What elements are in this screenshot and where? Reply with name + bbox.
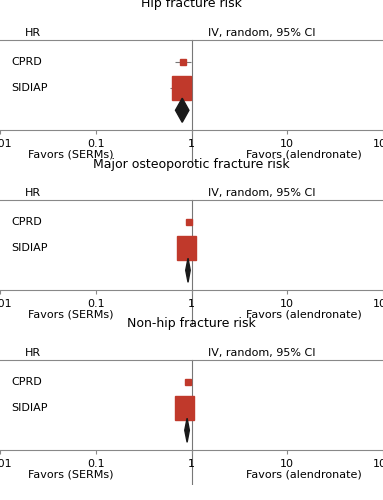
Text: HR: HR xyxy=(25,348,41,358)
Text: Hip fracture risk: Hip fracture risk xyxy=(141,0,242,10)
Polygon shape xyxy=(185,418,189,442)
Text: IV, random, 95% CI: IV, random, 95% CI xyxy=(208,28,316,38)
Text: HR: HR xyxy=(25,28,41,38)
Bar xyxy=(175,396,194,420)
Text: Favors (alendronate): Favors (alendronate) xyxy=(246,310,362,320)
Bar xyxy=(172,76,191,100)
Text: CPRD: CPRD xyxy=(11,377,42,387)
Text: Favors (alendronate): Favors (alendronate) xyxy=(246,150,362,160)
Polygon shape xyxy=(175,98,189,122)
Text: Favors (alendronate): Favors (alendronate) xyxy=(246,470,362,480)
Text: IV, random, 95% CI: IV, random, 95% CI xyxy=(208,188,316,198)
Text: CPRD: CPRD xyxy=(11,57,42,67)
Text: HR: HR xyxy=(25,188,41,198)
Text: Non-hip fracture risk: Non-hip fracture risk xyxy=(127,318,256,330)
Text: IV, random, 95% CI: IV, random, 95% CI xyxy=(208,348,316,358)
Text: Favors (SERMs): Favors (SERMs) xyxy=(28,470,114,480)
Text: SIDIAP: SIDIAP xyxy=(11,244,47,254)
Text: SIDIAP: SIDIAP xyxy=(11,404,47,413)
Text: CPRD: CPRD xyxy=(11,217,42,227)
Text: Favors (SERMs): Favors (SERMs) xyxy=(28,150,114,160)
Text: Major osteoporotic fracture risk: Major osteoporotic fracture risk xyxy=(93,158,290,170)
Bar xyxy=(177,236,196,260)
Text: Favors (SERMs): Favors (SERMs) xyxy=(28,310,114,320)
Polygon shape xyxy=(186,258,190,282)
Text: SIDIAP: SIDIAP xyxy=(11,84,47,94)
